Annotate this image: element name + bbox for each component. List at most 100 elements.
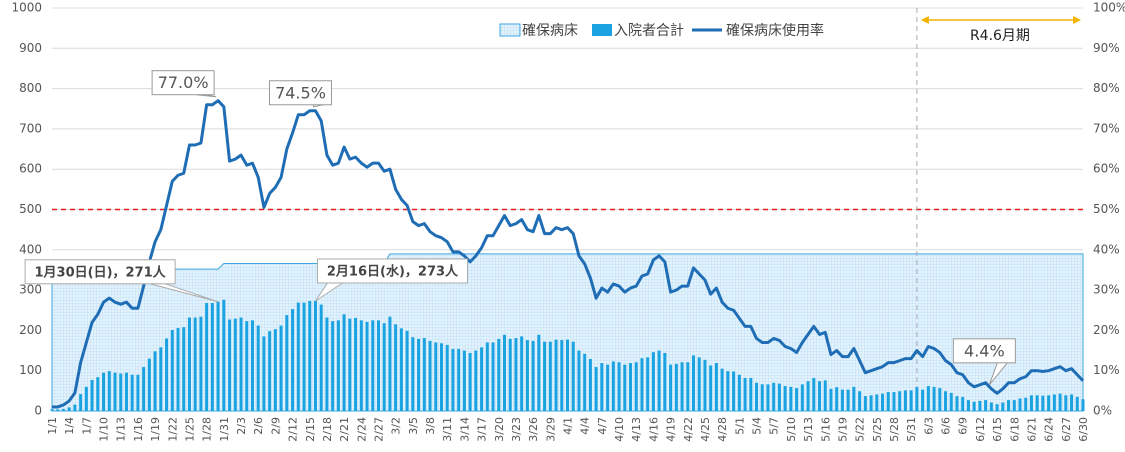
- bar: [462, 350, 466, 411]
- bar: [457, 348, 461, 411]
- x-tick-label: 1/1: [46, 417, 59, 435]
- bar: [594, 367, 598, 411]
- bar: [651, 352, 655, 411]
- x-tick-label: 4/13: [630, 417, 643, 442]
- bar: [268, 331, 272, 411]
- bar: [376, 320, 380, 411]
- bar: [829, 388, 833, 411]
- bar: [319, 304, 323, 411]
- bar: [348, 318, 352, 411]
- bar: [405, 330, 409, 411]
- x-tick-label: 1/31: [218, 417, 231, 442]
- bar: [342, 314, 346, 411]
- x-tick-label: 6/27: [1060, 417, 1073, 442]
- bar: [543, 341, 547, 411]
- x-tick-label: 1/13: [115, 417, 128, 442]
- bar: [863, 396, 867, 411]
- bar: [296, 302, 300, 411]
- bar: [399, 328, 403, 411]
- callout-box: [316, 258, 468, 284]
- bar: [73, 404, 77, 411]
- data-label: 74.5%: [275, 83, 326, 102]
- x-tick-label: 1/10: [98, 417, 111, 442]
- legend-swatch: [499, 23, 521, 37]
- callout-pointer: [149, 283, 219, 303]
- bar: [577, 350, 581, 411]
- bar: [210, 302, 214, 411]
- x-tick-label: 3/14: [458, 417, 471, 442]
- bar: [554, 339, 558, 411]
- bar: [606, 364, 610, 411]
- legend-label: 確保病床: [522, 23, 578, 39]
- bar: [1029, 395, 1033, 411]
- x-tick-label: 3/5: [407, 417, 420, 435]
- bar: [1041, 395, 1045, 411]
- x-tick-label: 5/1: [733, 417, 746, 435]
- x-tick-label: 5/13: [802, 417, 815, 442]
- bar: [703, 359, 707, 411]
- bar: [291, 309, 295, 411]
- bar: [331, 321, 335, 411]
- y2-tick-label: 80%: [1093, 81, 1120, 95]
- x-tick-label: 3/26: [527, 417, 540, 442]
- bar: [944, 391, 948, 411]
- bar: [617, 362, 621, 411]
- y-tick-label: 800: [19, 81, 42, 95]
- bar: [491, 342, 495, 411]
- x-tick-label: 2/3: [235, 417, 248, 435]
- bar: [903, 390, 907, 411]
- x-tick-label: 4/28: [716, 417, 729, 442]
- bar: [697, 357, 701, 411]
- bar: [989, 402, 993, 411]
- bar: [886, 392, 890, 411]
- bar: [182, 327, 186, 411]
- bar: [875, 394, 879, 411]
- bar: [417, 338, 421, 411]
- bar: [932, 386, 936, 411]
- y2-tick-label: 0%: [1093, 404, 1112, 418]
- x-tick-label: 3/8: [424, 417, 437, 435]
- bar: [972, 401, 976, 411]
- x-tick-label: 6/3: [922, 417, 935, 435]
- y-tick-label: 400: [19, 242, 42, 256]
- x-tick-label: 1/16: [132, 417, 145, 442]
- bar: [881, 393, 885, 411]
- x-tick-label: 5/31: [905, 417, 918, 442]
- x-tick-label: 1/22: [166, 417, 179, 442]
- bar: [909, 390, 913, 411]
- bar: [749, 377, 753, 411]
- bar: [520, 336, 524, 411]
- bar: [760, 384, 764, 411]
- bar: [508, 338, 512, 411]
- bar: [239, 317, 243, 411]
- bar: [199, 316, 203, 411]
- bar: [1018, 398, 1022, 411]
- period-label: R4.6月期: [970, 28, 1030, 44]
- x-tick-label: 6/6: [940, 417, 953, 435]
- bar: [451, 348, 455, 411]
- bar: [1058, 393, 1062, 411]
- bar: [840, 389, 844, 411]
- bar: [96, 377, 100, 411]
- bar: [147, 358, 151, 411]
- y-tick-label: 700: [19, 121, 42, 135]
- y2-tick-label: 70%: [1093, 121, 1120, 135]
- bar: [795, 388, 799, 411]
- callout-box: [24, 259, 176, 285]
- bar: [525, 340, 529, 411]
- callout-pointer: [988, 362, 1008, 386]
- bar: [1070, 394, 1074, 411]
- bar: [777, 383, 781, 411]
- bar: [1001, 402, 1005, 411]
- bar: [709, 365, 713, 411]
- x-tick-label: 4/10: [613, 417, 626, 442]
- callout-box: [268, 80, 332, 106]
- bar: [445, 344, 449, 411]
- bar: [852, 386, 856, 411]
- x-tick-label: 1/4: [63, 417, 76, 435]
- y2-tick-label: 20%: [1093, 323, 1120, 337]
- bar: [514, 338, 518, 411]
- bar: [926, 386, 930, 411]
- x-tick-label: 6/24: [1043, 417, 1056, 442]
- x-tick-label: 5/7: [768, 417, 781, 435]
